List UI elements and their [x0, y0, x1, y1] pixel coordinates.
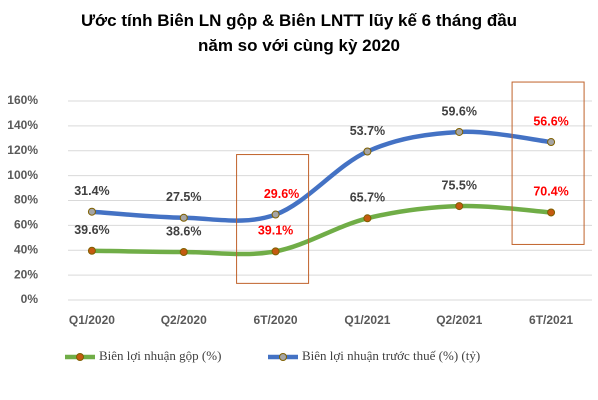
y-tick-label: 120%: [7, 143, 38, 157]
data-label: 59.6%: [442, 104, 477, 118]
x-tick-label: Q2/2020: [161, 313, 207, 327]
legend-label: Biên lợi nhuận trước thuế (%) (tỷ): [302, 348, 480, 363]
x-tick-label: 6T/2020: [254, 313, 298, 327]
data-point: [547, 208, 556, 217]
series-line: [89, 129, 554, 223]
legend-marker: [76, 353, 84, 361]
y-tick-label: 160%: [7, 93, 38, 107]
data-label: 31.4%: [74, 184, 109, 198]
data-label: 70.4%: [533, 185, 568, 199]
x-tick-label: 6T/2021: [529, 313, 573, 327]
y-tick-label: 100%: [7, 168, 38, 182]
y-tick-label: 140%: [7, 118, 38, 132]
data-point: [455, 127, 464, 136]
y-tick-label: 40%: [14, 242, 38, 256]
data-label: 56.6%: [533, 114, 568, 128]
data-point: [271, 210, 280, 219]
y-tick-label: 0%: [21, 292, 39, 306]
data-point: [87, 207, 96, 216]
x-tick-label: Q1/2020: [69, 313, 115, 327]
highlight-box: [236, 154, 310, 284]
x-tick-label: Q2/2021: [436, 313, 482, 327]
data-label: 27.5%: [166, 190, 201, 204]
data-label: 39.6%: [74, 223, 109, 237]
x-tick-label: Q1/2021: [344, 313, 390, 327]
data-label: 39.1%: [258, 224, 293, 238]
data-label: 38.6%: [166, 224, 201, 238]
data-point: [363, 214, 372, 223]
legend-label: Biên lợi nhuận gộp (%): [99, 348, 221, 363]
data-point: [271, 247, 280, 256]
series-line: [89, 203, 554, 257]
data-point: [455, 202, 464, 211]
y-tick-label: 80%: [14, 193, 38, 207]
data-label: 75.5%: [442, 178, 477, 192]
data-label: 53.7%: [350, 124, 385, 138]
data-label: 65.7%: [350, 191, 385, 205]
legend-marker: [279, 353, 287, 361]
data-point: [87, 246, 96, 255]
y-tick-label: 60%: [14, 218, 38, 232]
data-point: [363, 147, 372, 156]
data-label: 29.6%: [264, 187, 299, 201]
data-point: [179, 247, 188, 256]
highlight-box: [511, 81, 585, 245]
y-tick-label: 20%: [14, 267, 38, 281]
chart-title: Ước tính Biên LN gộp & Biên LNTT lũy kế …: [80, 11, 518, 55]
data-point: [547, 138, 556, 147]
data-point: [179, 213, 188, 222]
